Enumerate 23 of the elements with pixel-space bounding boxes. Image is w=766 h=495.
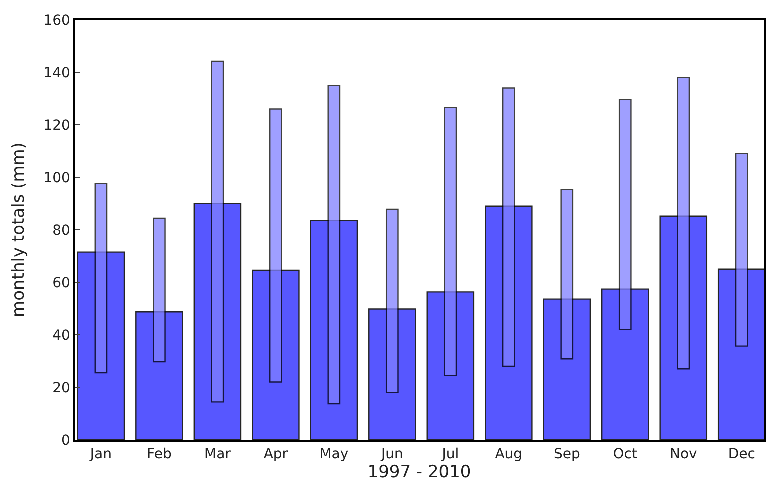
y-tick-label: 0 bbox=[62, 432, 70, 449]
y-tick-label: 120 bbox=[44, 118, 70, 134]
x-tick-label: May bbox=[320, 446, 349, 463]
y-tick-label: 100 bbox=[44, 170, 70, 186]
y-tick-label: 60 bbox=[52, 275, 70, 292]
y-tick-label: 80 bbox=[52, 222, 70, 239]
x-tick-label: Dec bbox=[728, 446, 756, 463]
y-tick-label: 160 bbox=[44, 12, 70, 29]
y-tick-label: 20 bbox=[52, 380, 70, 396]
y-axis-title: monthly totals (mm) bbox=[8, 142, 29, 318]
x-tick-label: Jan bbox=[89, 446, 112, 463]
x-tick-label: Mar bbox=[204, 446, 232, 463]
x-tick-label: Aug bbox=[495, 446, 523, 463]
y-tick-label: 140 bbox=[44, 65, 70, 82]
y-tick-label: 40 bbox=[52, 328, 70, 344]
x-tick-label: Sep bbox=[554, 446, 580, 463]
x-tick-label: Nov bbox=[670, 446, 698, 463]
x-tick-label: Oct bbox=[613, 446, 638, 463]
x-tick-label: Jul bbox=[441, 446, 460, 463]
x-tick-label: Feb bbox=[147, 446, 172, 463]
x-axis-title: 1997 - 2010 bbox=[368, 462, 472, 483]
x-tick-label: Jun bbox=[380, 446, 404, 463]
x-tick-label: Apr bbox=[264, 446, 288, 463]
